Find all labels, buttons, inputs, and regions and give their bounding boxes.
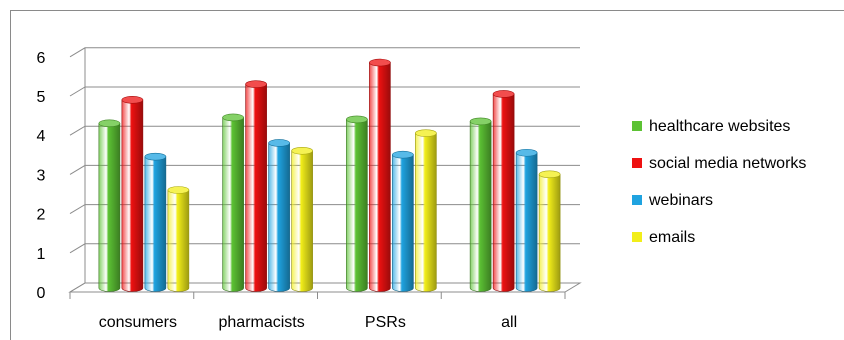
y-tick-label: 5 xyxy=(37,89,46,106)
y-tick-label: 3 xyxy=(37,167,46,184)
gridline xyxy=(69,164,580,175)
x-axis: consumers pharmacists PSRs all xyxy=(99,314,517,331)
bar-social-media-networks-consumers xyxy=(121,96,144,292)
legend: healthcare websites social media networks… xyxy=(632,118,806,246)
legend-label: emails xyxy=(649,229,695,246)
y-tick-label: 2 xyxy=(37,207,46,224)
bar-emails-all xyxy=(538,170,561,292)
bar-social-media-networks-pharmacists xyxy=(245,80,267,292)
bar-social-media-networks-psrs xyxy=(369,58,391,292)
bar-emails-consumers xyxy=(167,186,190,292)
gridline xyxy=(69,47,580,58)
legend-swatch xyxy=(632,121,642,131)
bar-webinars-consumers xyxy=(144,152,167,292)
gridline xyxy=(69,86,580,97)
x-category-label: pharmacists xyxy=(219,314,305,331)
bar-webinars-pharmacists xyxy=(268,139,290,292)
legend-swatch xyxy=(632,195,642,205)
chart-floor xyxy=(68,282,582,293)
bar-webinars-all xyxy=(515,148,538,292)
x-category-label: PSRs xyxy=(365,314,406,331)
y-axis: 0 1 2 3 4 5 6 xyxy=(37,50,46,302)
legend-swatch xyxy=(632,232,642,242)
y-tick-label: 1 xyxy=(37,246,46,263)
gridline xyxy=(69,243,580,254)
x-category-label: consumers xyxy=(99,314,177,331)
bar-healthcare-websites-pharmacists xyxy=(222,113,244,292)
legend-label: webinars xyxy=(648,192,713,209)
bar-healthcare-websites-consumers xyxy=(98,119,121,292)
y-tick-label: 4 xyxy=(37,128,46,145)
y-tick-label: 0 xyxy=(37,285,46,302)
bar-webinars-psrs xyxy=(392,150,414,292)
x-category-label: all xyxy=(501,314,517,331)
bar-social-media-networks-all xyxy=(492,90,515,292)
gridline xyxy=(69,204,580,215)
bar-healthcare-websites-all xyxy=(469,117,492,292)
gridline xyxy=(69,125,580,136)
bar-healthcare-websites-psrs xyxy=(346,115,368,292)
bars xyxy=(98,58,561,292)
legend-swatch xyxy=(632,158,642,168)
y-tick-label: 6 xyxy=(37,50,46,67)
legend-label: healthcare websites xyxy=(649,118,790,135)
bar-emails-psrs xyxy=(415,129,437,292)
bar-emails-pharmacists xyxy=(291,147,313,292)
legend-label: social media networks xyxy=(649,155,806,172)
grid-layer xyxy=(68,47,582,299)
